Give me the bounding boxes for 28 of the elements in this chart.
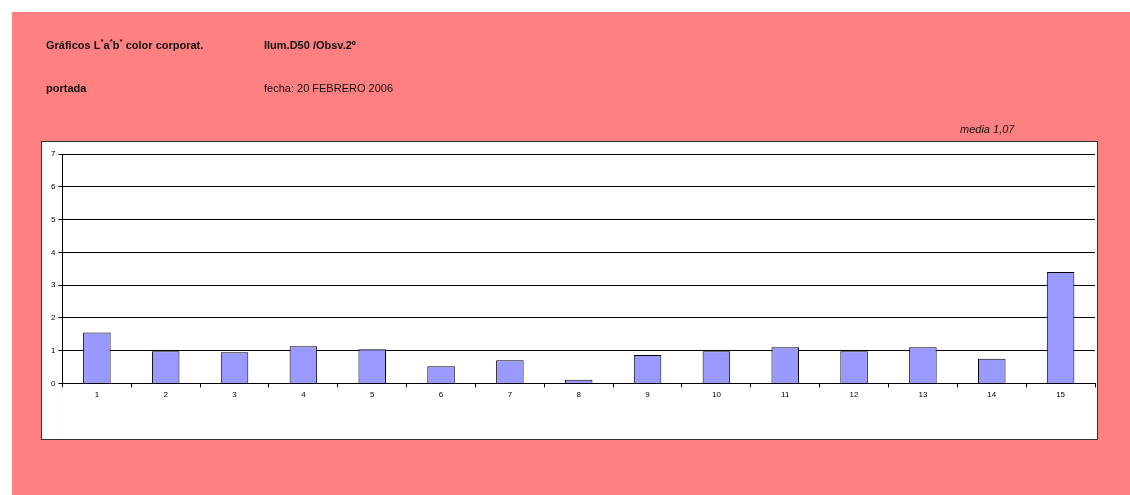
x-tick-label: 7: [507, 390, 513, 400]
x-tick-label: 10: [711, 390, 722, 400]
text: portada: [46, 81, 87, 95]
x-tick-label: 11: [781, 390, 790, 400]
x-tick-label: 9: [645, 390, 651, 400]
y-tick-label: 0: [51, 378, 56, 388]
x-tick-label: 14: [987, 390, 997, 400]
x-tick-label: 2: [163, 390, 169, 400]
text: media 1,07: [960, 122, 1015, 136]
y-tick-label: 7: [51, 149, 56, 159]
x-tick-label: 13: [918, 390, 928, 400]
x-tick-label: 1: [94, 390, 100, 400]
y-tick-label: 4: [51, 247, 56, 257]
chart-subtitle: Ilum.D50 /Obsv.2º: [264, 38, 356, 52]
y-tick-label: 5: [51, 214, 56, 224]
x-tick-label: 15: [1056, 390, 1066, 400]
chart-title: Gráficos L$^{*}$a$^{*}$b$^{*}$ color corporat.: [46, 37, 204, 52]
y-tick-label: 6: [51, 181, 56, 191]
x-tick-label: 12: [849, 390, 860, 400]
x-tick-label: 3: [232, 390, 238, 400]
x-tick-label: 8: [576, 390, 582, 400]
y-tick-label: 2: [51, 313, 56, 323]
text: fecha: 20 FEBRERO 2006: [264, 81, 394, 95]
y-tick-label: 1: [51, 345, 56, 355]
x-tick-label: 4: [301, 390, 307, 400]
x-tick-label: 6: [438, 390, 444, 400]
y-tick-label: 3: [51, 280, 56, 290]
x-tick-label: 5: [369, 390, 375, 400]
